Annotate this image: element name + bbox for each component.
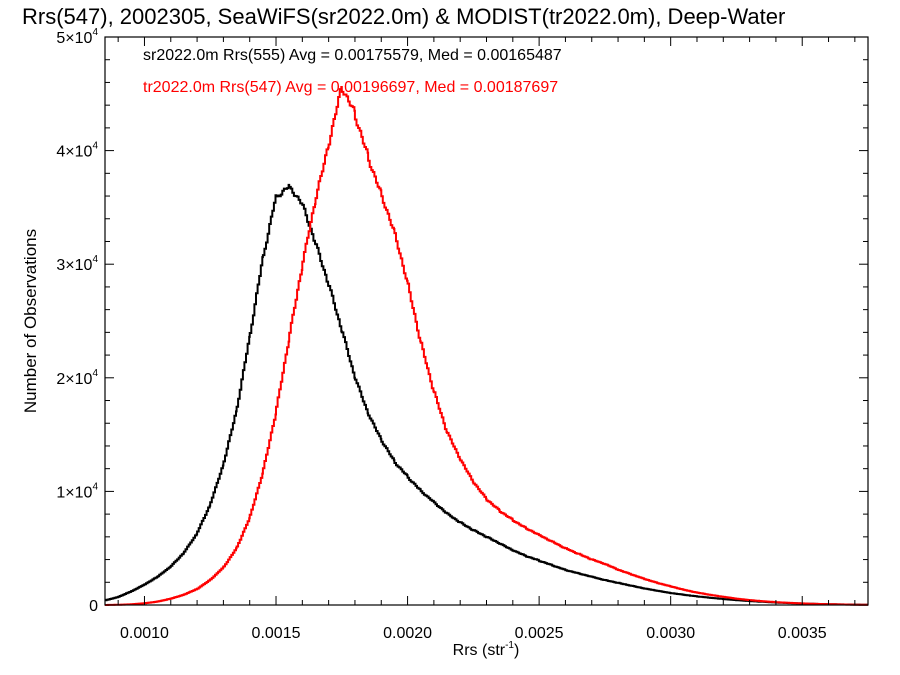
x-axis-label-main: Rrs (str (453, 642, 506, 659)
x-tick-label: 0.0015 (252, 625, 301, 642)
x-tick-label: 0.0010 (120, 625, 169, 642)
series-line-2 (105, 86, 868, 606)
y-tick-label: 2×104 (56, 368, 98, 388)
y-tick-label: 5×104 (56, 27, 98, 47)
x-axis: 0.0010 0.0015 0.0020 0.0025 0.0030 0.0035 (117, 37, 856, 642)
legend-entry-series-2: tr2022.0m Rrs(547) Avg = 0.00196697, Med… (143, 79, 558, 96)
y-tick-label: 0 (89, 598, 98, 615)
series-layer (105, 86, 868, 606)
plot-frame (104, 36, 869, 606)
x-tick-label: 0.0030 (646, 625, 695, 642)
x-axis-label-close: ) (514, 642, 519, 659)
x-tick-label: 0.0025 (515, 625, 564, 642)
chart-title: Rrs(547), 2002305, SeaWiFS(sr2022.0m) & … (22, 4, 785, 29)
x-axis-label-exponent: -1 (505, 640, 514, 651)
plot-area: 0.0010 0.0015 0.0020 0.0025 0.0030 0.0035 0 1×… (56, 27, 869, 642)
y-axis-label: Number of Observations (21, 229, 40, 413)
y-tick-label: 4×104 (56, 141, 98, 161)
x-axis-label: Rrs (str-1) (453, 640, 520, 659)
x-tick-label: 0.0020 (383, 625, 432, 642)
y-tick-label: 1×104 (56, 481, 98, 501)
x-tick-label: 0.0035 (778, 625, 827, 642)
y-tick-label: 3×104 (56, 254, 98, 274)
legend-entry-series-1: sr2022.0m Rrs(555) Avg = 0.00175579, Med… (143, 47, 562, 64)
y-axis: 0 1×104 2×104 3×104 4×104 5×104 (56, 27, 868, 615)
series-line-1 (105, 183, 868, 606)
